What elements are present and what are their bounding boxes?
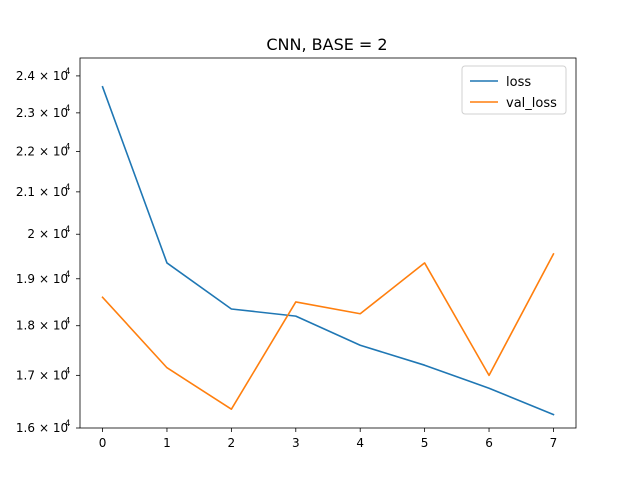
y-tick-base: × 10: [39, 106, 68, 120]
x-tick-label: 2: [228, 436, 236, 450]
y-tick-base: × 10: [39, 368, 68, 382]
y-tick-base: × 10: [39, 421, 68, 435]
y-tick-base: × 10: [39, 272, 68, 286]
y-tick-base: × 10: [39, 227, 68, 241]
series-layer: [101, 85, 555, 416]
y-tick-mantissa: 2.1: [16, 185, 35, 199]
x-tick-label: 1: [163, 436, 171, 450]
series-line-val-loss: [101, 252, 555, 411]
y-tick-label: 1.7 × 104: [16, 366, 71, 382]
y-tick-mantissa: 2.3: [16, 106, 35, 120]
y-tick-mantissa: 2.4: [16, 69, 35, 83]
y-tick-base: × 10: [39, 69, 68, 83]
y-tick-exponent: 4: [65, 270, 70, 280]
y-tick-mantissa: 1.9: [16, 272, 35, 286]
y-tick-base: × 10: [39, 319, 68, 333]
y-tick-label: 2.4 × 104: [16, 67, 71, 83]
y-tick-exponent: 4: [65, 419, 70, 429]
y-tick-label: 1.8 × 104: [16, 317, 71, 333]
x-tick-label: 6: [485, 436, 493, 450]
x-tick-label: 4: [356, 436, 364, 450]
legend-label: val_loss: [506, 96, 557, 111]
y-tick-label: 2.3 × 104: [16, 104, 71, 120]
x-axis: 0 1 2 3 4 5 6 7: [99, 428, 558, 450]
y-tick-label: 2.1 × 104: [16, 183, 71, 199]
y-tick-exponent: 4: [65, 183, 70, 193]
y-tick-exponent: 4: [65, 225, 70, 235]
legend: loss val_loss: [461, 65, 567, 115]
y-tick-label: 1.6 × 104: [16, 419, 71, 435]
x-tick-label: 5: [421, 436, 429, 450]
y-tick-base: × 10: [39, 185, 68, 199]
y-tick-mantissa: 1.8: [16, 319, 35, 333]
y-tick-mantissa: 2.2: [16, 144, 35, 158]
y-tick-exponent: 4: [65, 366, 70, 376]
y-tick-mantissa: 1.7: [16, 368, 35, 382]
x-tick-label: 7: [550, 436, 558, 450]
y-tick-base: × 10: [39, 144, 68, 158]
y-tick-label: 2 × 104: [27, 225, 70, 241]
legend-label: loss: [506, 75, 531, 90]
plot-frame: [79, 57, 577, 429]
y-tick-mantissa: 1.6: [16, 421, 35, 435]
x-tick-label: 3: [292, 436, 300, 450]
y-tick-exponent: 4: [65, 104, 70, 114]
y-tick-label: 1.9 × 104: [16, 270, 71, 286]
y-tick-exponent: 4: [65, 317, 70, 327]
y-tick-label: 2.2 × 104: [16, 142, 71, 158]
chart-title: CNN, BASE = 2: [266, 35, 387, 54]
series-line-loss: [101, 85, 555, 416]
y-tick-exponent: 4: [65, 67, 70, 77]
y-tick-exponent: 4: [65, 142, 70, 152]
x-tick-label: 0: [99, 436, 107, 450]
y-tick-mantissa: 2: [27, 227, 35, 241]
